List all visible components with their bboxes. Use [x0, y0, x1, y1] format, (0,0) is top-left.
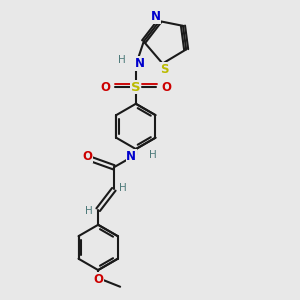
- Text: O: O: [93, 273, 103, 286]
- Text: S: S: [131, 81, 141, 94]
- Text: H: H: [149, 150, 157, 160]
- Text: H: H: [118, 56, 126, 65]
- Text: N: N: [151, 10, 161, 23]
- Text: O: O: [100, 81, 110, 94]
- Text: O: O: [162, 81, 172, 94]
- Text: O: O: [82, 150, 92, 163]
- Text: N: N: [126, 150, 136, 163]
- Text: H: H: [85, 206, 93, 216]
- Text: H: H: [119, 183, 127, 193]
- Text: N: N: [135, 57, 145, 70]
- Text: S: S: [160, 63, 168, 76]
